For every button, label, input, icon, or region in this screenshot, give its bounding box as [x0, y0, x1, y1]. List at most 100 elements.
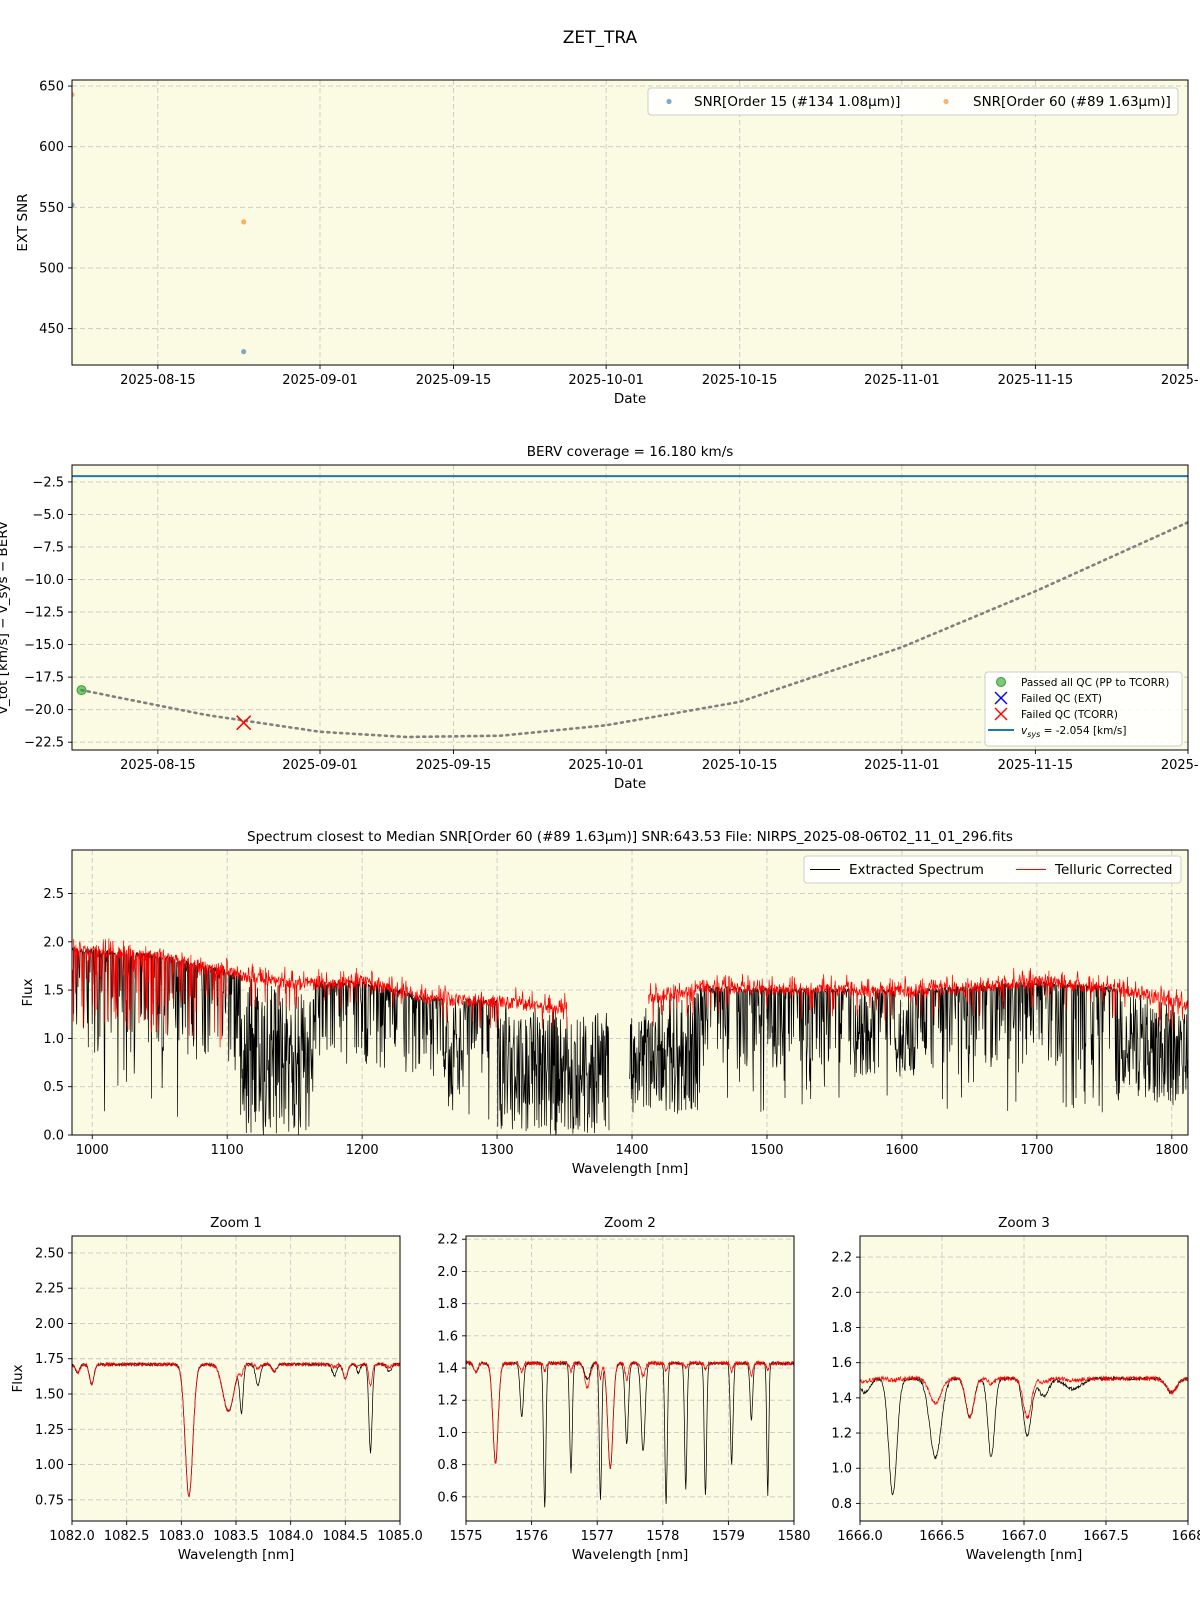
x-tick-label: 1085.0: [377, 1529, 423, 1544]
axes-frame: [71, 464, 1189, 751]
axes-berv: 2025-08-15 2025-09-01 2025-09-15 2025-10-01…: [0, 444, 1200, 792]
x-tick-label: 1666.5: [919, 1529, 965, 1544]
legend-label: Failed QC (EXT): [1021, 693, 1102, 705]
x-tick-label: 1600: [885, 1143, 918, 1158]
x-tick-label: 1668: [1171, 1529, 1200, 1544]
y-tick-label: −15.0: [24, 638, 64, 653]
y-tick-label: 450: [39, 322, 64, 337]
x-axis-label: Wavelength [nm]: [178, 1547, 295, 1563]
y-tick-label: 1.5: [43, 984, 64, 999]
y-tick-label: 2.0: [437, 1265, 458, 1280]
legend-marker: [996, 677, 1006, 687]
figure-title: ZET_TRA: [562, 28, 638, 48]
axes-title: Zoom 3: [998, 1215, 1050, 1231]
y-tick-label: 1.00: [35, 1458, 64, 1473]
y-axis-label: v_tot [km/s] − v_sys − BERV: [0, 520, 11, 714]
y-tick-label: 1.0: [43, 1032, 64, 1047]
plot-area: [72, 475, 1188, 739]
y-tick-label: 650: [39, 80, 64, 95]
legend-label: SNR[Order 15 (#134 1.08μm)]: [694, 94, 900, 110]
telluric-corrected-line: [860, 1375, 1188, 1420]
axes-frame: [859, 1235, 1189, 1522]
plot-background: [72, 1236, 400, 1521]
y-tick-label: −20.0: [24, 703, 64, 718]
y-tick-label: −10.0: [24, 573, 64, 588]
x-tick-label: 1400: [615, 1143, 648, 1158]
plot-area: [72, 938, 1188, 1135]
x-tick-label: 1100: [211, 1143, 244, 1158]
x-tick-label: 2025-08-15: [120, 373, 196, 388]
x-tick-label: 1579: [712, 1529, 745, 1544]
legend-label-part: = -2.054 [km/s]: [1040, 725, 1126, 737]
y-tick-label: 0.5: [43, 1080, 64, 1095]
telluric-corrected-line: [72, 1361, 400, 1497]
x-tick-label: 2025-12: [1161, 758, 1200, 773]
y-tick-label: 1.50: [35, 1388, 64, 1403]
y-tick-label: 1.4: [437, 1362, 458, 1377]
x-tick-label: 1082.5: [104, 1529, 150, 1544]
x-tick-label: 2025-09-15: [416, 373, 492, 388]
x-tick-label: 2025-10-01: [568, 373, 644, 388]
x-tick-label: 1667.5: [1083, 1529, 1129, 1544]
y-tick-label: 2.0: [43, 935, 64, 950]
axes-zoom3: 1666.0 1666.5 1667.0 1667.5 1668 0.8 1.0 1.2 1.4…: [831, 1215, 1200, 1563]
axes-spectrum: 1000 1100 1200 1300 1400 1500 1600 1700 1800 0.0 0…: [20, 829, 1189, 1177]
y-axis-label: EXT SNR: [15, 193, 31, 251]
x-tick-label: 1575: [449, 1529, 482, 1544]
axes-title: BERV coverage = 16.180 km/s: [527, 444, 734, 460]
x-tick-label: 1200: [346, 1143, 379, 1158]
x-axis-label: Wavelength [nm]: [572, 1161, 689, 1177]
y-tick-label: 600: [39, 140, 64, 155]
x-tick-label: 1578: [646, 1529, 679, 1544]
axes-frame: [71, 1235, 401, 1522]
snr-point: [241, 349, 247, 355]
plot-area: [72, 1361, 400, 1498]
y-tick-label: −5.0: [32, 508, 64, 523]
y-tick-label: 1.75: [35, 1352, 64, 1367]
axes-snr: 2025-08-15 2025-09-01 2025-09-15 2025-10-01…: [15, 79, 1200, 407]
failed-tcorr-point: [236, 715, 252, 731]
y-tick-label: 0.8: [437, 1458, 458, 1473]
snr-point: [72, 91, 75, 98]
y-tick-label: 1.2: [437, 1394, 458, 1409]
telluric-corrected-line: [72, 938, 1188, 1048]
x-tick-label: 2025-11-15: [998, 373, 1074, 388]
y-tick-label: 2.25: [35, 1282, 64, 1297]
x-tick-label: 1082.0: [49, 1529, 95, 1544]
axes-zoom1: 1082.0 1082.5 1083.0 1083.5 1084.0 1084.5 1085…: [10, 1215, 423, 1563]
legend-label: Failed QC (TCORR): [1021, 709, 1118, 721]
y-tick-label: 0.8: [831, 1497, 852, 1512]
x-axis-label: Wavelength [nm]: [572, 1547, 689, 1563]
x-tick-label: 1666.0: [837, 1529, 883, 1544]
legend: Extracted Spectrum Telluric Corrected: [803, 855, 1182, 884]
legend-label: vsys = -2.054 [km/s]: [1021, 725, 1126, 739]
axes-frame: [71, 849, 1189, 1136]
y-tick-label: 1.25: [35, 1423, 64, 1438]
y-tick-label: 0.75: [35, 1493, 64, 1508]
x-tick-label: 1083.5: [213, 1529, 259, 1544]
legend-marker: [666, 98, 672, 105]
y-tick-label: 1.0: [831, 1462, 852, 1477]
x-tick-label: 1500: [750, 1143, 783, 1158]
x-tick-label: 1580: [777, 1529, 810, 1544]
x-tick-label: 2025-10-01: [568, 758, 644, 773]
x-axis-label: Wavelength [nm]: [966, 1547, 1083, 1563]
berv-curve: [80, 521, 1188, 739]
y-axis-label: Flux: [10, 1364, 26, 1392]
x-axis-label: Date: [614, 391, 646, 407]
y-tick-label: −2.5: [32, 475, 64, 490]
x-tick-label: 1576: [515, 1529, 548, 1544]
x-tick-label: 2025-11-01: [864, 373, 940, 388]
axes-zoom2: 1575 1576 1577 1578 1579 1580 0.6 0.8 1.0 1.2 1.4 1…: [437, 1215, 810, 1563]
x-tick-label: 2025-09-01: [282, 758, 358, 773]
axes-title: Spectrum closest to Median SNR[Order 60 …: [247, 829, 1013, 845]
y-tick-label: 1.6: [437, 1329, 458, 1344]
y-tick-label: 0.0: [43, 1129, 64, 1144]
y-tick-label: 2.0: [831, 1286, 852, 1301]
axes-frame: [71, 79, 1189, 366]
snr-point: [241, 219, 247, 225]
x-tick-label: 1000: [76, 1143, 109, 1158]
plot-area: [860, 1375, 1188, 1496]
legend-label: Passed all QC (PP to TCORR): [1021, 677, 1169, 689]
